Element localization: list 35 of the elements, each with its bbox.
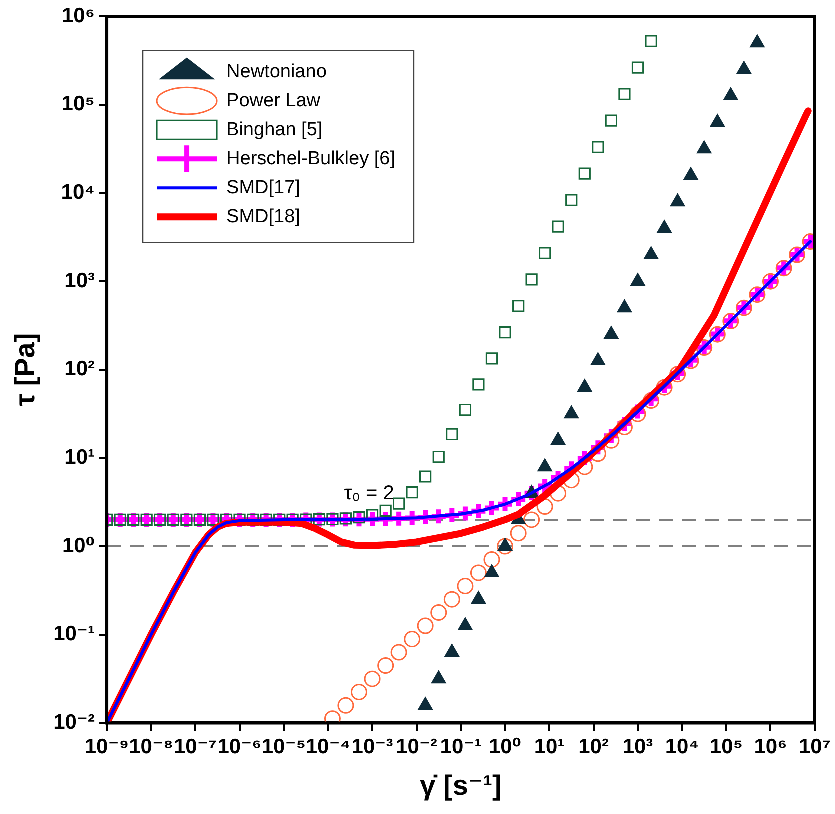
y-tick-label: 10⁻¹: [54, 622, 96, 646]
x-tick-label: 10⁻⁷: [174, 736, 218, 759]
x-tick-label: 10⁶: [754, 736, 788, 759]
y-tick-label: 10⁵: [62, 92, 96, 116]
legend-label: SMD[18]: [226, 206, 300, 228]
x-tick-label: 10⁴: [665, 736, 700, 759]
y-tick-label: 10⁻²: [54, 710, 96, 734]
y-tick-label: 10⁴: [61, 181, 96, 204]
x-tick-label: 10⁻⁵: [262, 736, 306, 759]
x-tick-label: 10⁻¹: [440, 736, 482, 759]
y-tick-label: 10⁶: [62, 4, 96, 28]
x-tick-label: 10⁻⁸: [129, 736, 174, 759]
x-tick-label: 10⁻³: [352, 736, 394, 759]
y-axis-title: τ [Pa]: [10, 333, 41, 406]
legend-label: Power Law: [226, 90, 321, 112]
x-tick-label: 10¹: [534, 736, 565, 759]
y-tick-label: 10⁰: [62, 534, 96, 558]
x-tick-label: 10⁵: [710, 736, 744, 759]
x-tick-label: 10³: [622, 736, 654, 759]
ref-line-label: τ₀ = 2: [344, 482, 394, 504]
y-tick-label: 10²: [64, 358, 96, 381]
x-tick-label: 10⁻⁴: [306, 736, 351, 759]
x-tick-label: 10⁷: [798, 736, 832, 759]
legend-label: SMD[17]: [226, 177, 300, 198]
x-tick-label: 10⁻⁹: [84, 736, 130, 759]
x-tick-label: 10⁻⁶: [218, 736, 262, 759]
legend-label: Herschel-Bulkley [6]: [226, 148, 396, 170]
x-tick-label: 10²: [578, 736, 609, 759]
y-tick-label: 10¹: [64, 446, 96, 470]
y-tick-label: 10³: [64, 269, 96, 292]
legend-label: Binghan [5]: [226, 119, 323, 140]
legend-label: Newtoniano: [226, 61, 327, 82]
x-tick-label: 10⁻²: [396, 736, 438, 759]
x-axis-title: γ̇ [s⁻¹]: [420, 770, 502, 801]
x-tick-label: 10⁰: [488, 736, 522, 759]
